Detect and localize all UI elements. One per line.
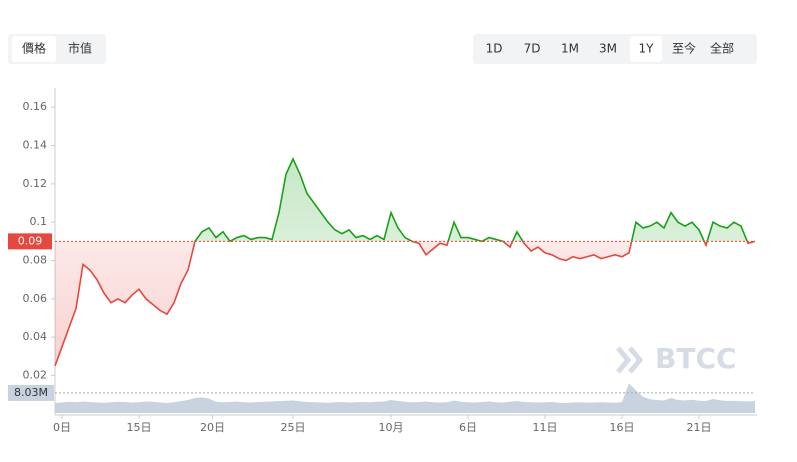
tab[interactable]: 3M xyxy=(599,42,617,56)
tab-active-bg xyxy=(630,36,662,62)
x-tick-label: 10月 xyxy=(379,421,404,434)
x-tick-label: 6日 xyxy=(459,421,477,434)
tab[interactable]: 市值 xyxy=(68,41,92,56)
tab-active-bg xyxy=(12,36,56,62)
volume-marker-bg xyxy=(8,384,54,401)
price-line-down xyxy=(54,241,756,367)
tab[interactable]: 1D xyxy=(486,42,503,56)
y-tick-label: 0.06 xyxy=(23,292,48,305)
tab[interactable]: 1M xyxy=(561,42,579,56)
tab[interactable]: 1Y xyxy=(639,42,655,56)
y-tick-label: 0.02 xyxy=(23,369,48,382)
reference-label: 0.09 xyxy=(18,234,43,247)
x-tick-label: 21日 xyxy=(687,421,712,434)
y-tick-label: 0.04 xyxy=(23,330,48,343)
tab[interactable]: 至今 xyxy=(672,41,696,56)
y-tick-label: 0.1 xyxy=(30,215,48,228)
y-tick-label: 0.16 xyxy=(23,100,48,113)
tab[interactable]: 7D xyxy=(524,42,541,56)
y-tick-label: 0.08 xyxy=(23,254,48,267)
x-tick-label: 0日 xyxy=(53,421,71,434)
volume-marker-label: 8.03M xyxy=(14,386,48,399)
area-up xyxy=(195,158,748,242)
y-tick-label: 0.12 xyxy=(23,177,48,190)
price-line-up xyxy=(194,157,755,242)
tab-group xyxy=(473,34,757,64)
x-tick-label: 15日 xyxy=(127,421,152,434)
tab[interactable]: 全部 xyxy=(710,41,734,56)
watermark: BTCC xyxy=(655,342,737,375)
x-tick-label: 25日 xyxy=(281,421,306,434)
x-tick-label: 11日 xyxy=(533,421,558,434)
area-down xyxy=(55,241,755,366)
watermark-logo xyxy=(616,346,644,374)
tab[interactable]: 價格 xyxy=(22,41,46,56)
reference-label-bg xyxy=(8,233,52,250)
x-tick-label: 20日 xyxy=(200,421,225,434)
volume-area xyxy=(55,383,755,413)
x-tick-label: 16日 xyxy=(610,421,635,434)
y-tick-label: 0.14 xyxy=(23,139,48,152)
